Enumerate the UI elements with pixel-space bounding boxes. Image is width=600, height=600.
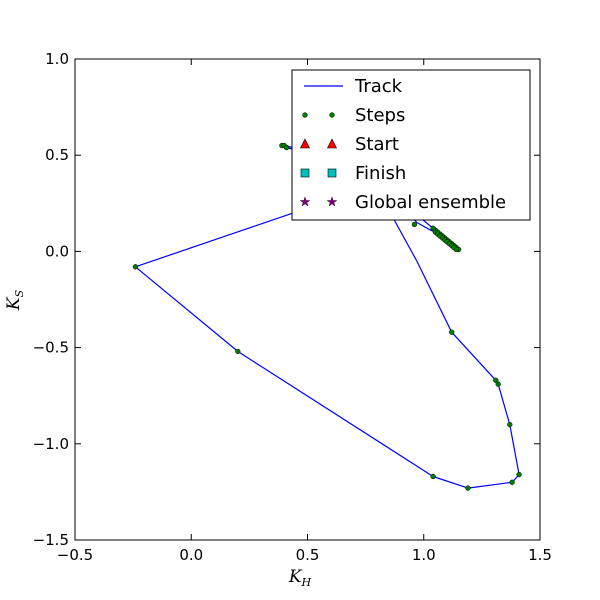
plot-area — [132, 142, 522, 491]
y-tick-label: −1.0 — [33, 435, 69, 453]
legend-finish-label: Finish — [355, 163, 406, 184]
step-point — [493, 377, 499, 383]
legend-global-marker-left — [299, 196, 311, 207]
y-axis-label: KS — [4, 289, 26, 311]
step-point — [283, 144, 290, 151]
x-tick-label: 0.0 — [179, 546, 203, 564]
y-tick-label: 1.0 — [45, 50, 69, 68]
step-point — [495, 381, 501, 387]
legend-finish-marker-left — [300, 168, 310, 178]
x-tick-label: −0.5 — [57, 546, 93, 564]
y-tick-label: 0.0 — [45, 242, 69, 260]
axis-ticks — [74, 58, 541, 541]
step-point — [465, 485, 471, 491]
legend-steps-label: Steps — [355, 105, 405, 126]
legend: Track Steps Start Finish Global ensemble — [291, 69, 531, 221]
step-point — [516, 471, 522, 478]
legend-start-label: Start — [355, 134, 399, 155]
legend-finish-marker-right — [327, 168, 337, 178]
x-tick-label: 1.0 — [412, 546, 436, 564]
step-point — [235, 348, 241, 355]
y-tick-label: 0.5 — [45, 146, 69, 164]
y-tick-label: −1.5 — [33, 531, 69, 549]
step-point — [507, 421, 513, 428]
step-point — [509, 479, 515, 485]
legend-start-marker-right — [327, 138, 337, 149]
step-point — [132, 264, 139, 270]
x-tick-label: 0.5 — [296, 546, 320, 564]
step-point — [411, 221, 418, 228]
x-tick-label: 1.5 — [528, 546, 552, 564]
legend-global-marker-right — [326, 196, 338, 207]
legend-start-marker-left — [300, 138, 310, 149]
y-tick-label: −0.5 — [33, 339, 69, 357]
legend-global-label: Global ensemble — [355, 192, 506, 213]
legend-steps-marker-right — [329, 112, 335, 118]
step-point — [453, 246, 459, 253]
step-point — [430, 225, 436, 231]
legend-steps-marker-left — [302, 112, 308, 118]
step-point — [449, 329, 455, 335]
x-axis-label: KH — [288, 567, 312, 589]
tick-labels: −0.5 0.0 0.5 1.0 1.5 1.0 0.5 0.0 −0.5 −1.0 −1.5 — [33, 50, 552, 564]
step-point — [430, 473, 436, 480]
legend-track-label: Track — [354, 76, 403, 97]
